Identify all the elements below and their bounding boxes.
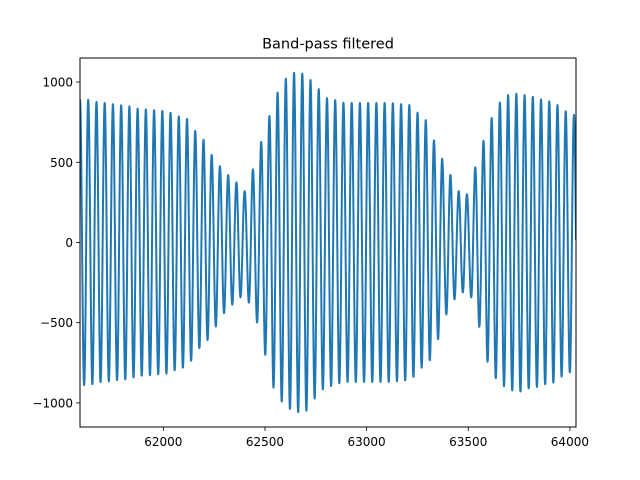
x-tick-label: 63000: [348, 435, 386, 449]
y-axis: −1000 −500 0 500 1000: [32, 76, 80, 410]
chart-title: Band-pass filtered: [262, 37, 394, 53]
y-tick-label: 0: [65, 236, 73, 250]
x-tick-label: 64000: [551, 435, 589, 449]
series-line: [80, 71, 576, 414]
y-tick-label: 1000: [42, 76, 73, 90]
y-tick-label: −1000: [32, 396, 73, 410]
y-tick-label: 500: [50, 156, 73, 170]
x-tick-label: 62000: [144, 435, 182, 449]
y-tick-label: −500: [40, 316, 73, 330]
x-tick-label: 62500: [246, 435, 284, 449]
x-axis: 62000 62500 63000 63500 64000: [144, 427, 589, 449]
x-tick-label: 63500: [449, 435, 487, 449]
